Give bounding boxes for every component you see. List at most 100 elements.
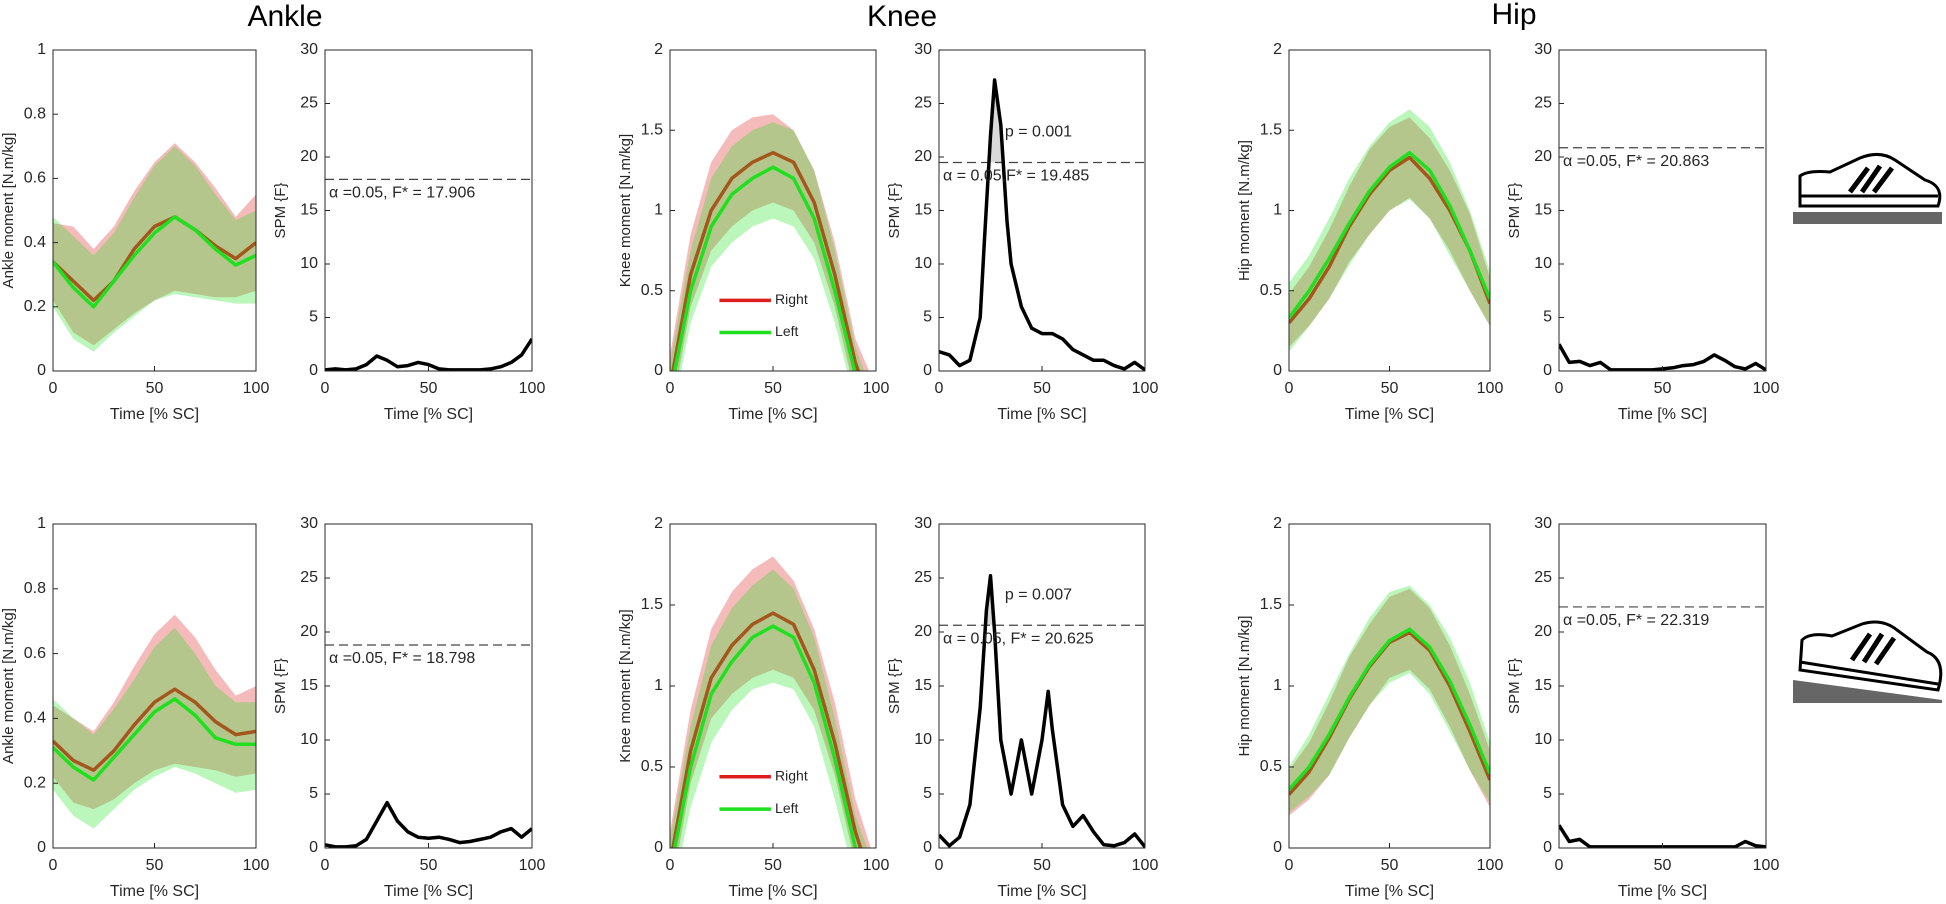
x-tick-label: 50 xyxy=(1654,380,1672,397)
x-tick-label: 0 xyxy=(321,857,330,874)
x-tick-label: 0 xyxy=(1285,857,1294,874)
y-tick-label: 0 xyxy=(923,362,932,379)
threshold-label: α =0.05, F* = 18.798 xyxy=(329,650,475,667)
mean-line xyxy=(671,611,863,848)
y-tick-label: 5 xyxy=(923,309,932,326)
y-axis-label: Ankle moment [N.m/kg] xyxy=(0,608,17,764)
y-tick-label: 0 xyxy=(309,362,318,379)
x-axis-label: Time [% SC] xyxy=(1618,883,1707,900)
x-axis-label: Time [% SC] xyxy=(110,406,199,423)
plot-area xyxy=(670,556,871,848)
suprathreshold-cluster xyxy=(1559,148,1766,370)
x-axis-label: Time [% SC] xyxy=(997,406,1086,423)
subplot: 0 0.5 1 1.5 2 0 50 100 Time [% SC] Knee moment [N… xyxy=(617,515,890,900)
legend-label: Right xyxy=(775,767,808,783)
mean-line xyxy=(325,800,532,848)
y-tick-label: 15 xyxy=(914,202,932,219)
y-tick-label: 0 xyxy=(37,839,46,856)
x-tick-label: 100 xyxy=(863,857,890,874)
mean-line xyxy=(672,624,858,848)
x-tick-label: 0 xyxy=(666,380,675,397)
y-tick-label: 0.8 xyxy=(24,105,46,122)
subplot: α =0.05, F* = 20.863 0 5 10 15 20 25 30 0 50 100 Ti… xyxy=(1506,41,1779,423)
y-tick-label: 15 xyxy=(300,677,318,694)
y-tick-label: 15 xyxy=(1534,202,1552,219)
column-title: Ankle xyxy=(247,0,322,33)
subplot: α =0.05, F* = 18.798 0 5 10 15 20 25 30 0 50 100 Ti… xyxy=(272,515,545,900)
plot-area xyxy=(1559,606,1766,848)
y-tick-label: 20 xyxy=(1534,623,1552,640)
y-tick-label: 15 xyxy=(300,202,318,219)
x-tick-label: 50 xyxy=(420,380,438,397)
mean-line xyxy=(939,78,1145,371)
x-tick-label: 100 xyxy=(1477,380,1504,397)
shoe-flat xyxy=(1793,153,1942,224)
mean-line xyxy=(671,150,861,371)
legend-label: Left xyxy=(775,323,798,339)
y-tick-label: 10 xyxy=(914,255,932,272)
y-tick-label: 2 xyxy=(654,41,663,58)
y-tick-label: 20 xyxy=(300,148,318,165)
y-tick-label: 5 xyxy=(309,309,318,326)
shoe-inclined xyxy=(1793,620,1943,703)
y-tick-label: 5 xyxy=(1543,309,1552,326)
y-tick-label: 0.5 xyxy=(641,758,663,775)
x-tick-label: 100 xyxy=(519,857,546,874)
x-tick-label: 0 xyxy=(1555,857,1564,874)
column-title: Hip xyxy=(1491,0,1536,31)
x-tick-label: 50 xyxy=(1033,857,1051,874)
x-tick-label: 100 xyxy=(1753,380,1780,397)
mean-line xyxy=(1289,627,1490,791)
sd-band xyxy=(53,146,256,352)
y-axis-label: SPM {F} xyxy=(886,183,903,239)
y-tick-label: 2 xyxy=(654,515,663,532)
subplot: 0 0.2 0.4 0.6 0.8 1 0 50 100 Time [% SC] Ankle mom… xyxy=(0,41,269,423)
plot-area xyxy=(325,178,532,371)
x-tick-label: 0 xyxy=(935,380,944,397)
mean-line xyxy=(53,687,256,772)
y-axis-label: SPM {F} xyxy=(1506,183,1523,239)
legend-label: Left xyxy=(775,800,798,816)
y-tick-label: 0.5 xyxy=(641,282,663,299)
column-title: Knee xyxy=(867,0,937,33)
y-tick-label: 1 xyxy=(1273,202,1282,219)
mean-line xyxy=(53,697,256,782)
y-tick-label: 0.5 xyxy=(1260,758,1282,775)
y-tick-label: 0.4 xyxy=(24,710,46,727)
y-tick-label: 5 xyxy=(923,785,932,802)
subplot: α = 0.05, F* = 20.625 p = 0.007 0 5 10 15 20 25… xyxy=(886,515,1158,900)
y-tick-label: 15 xyxy=(1534,677,1552,694)
y-tick-label: 25 xyxy=(914,569,932,586)
y-tick-label: 0.2 xyxy=(24,298,46,315)
sd-band xyxy=(1289,117,1490,347)
x-tick-label: 0 xyxy=(935,857,944,874)
y-tick-label: 1 xyxy=(37,41,46,58)
x-tick-label: 50 xyxy=(1654,857,1672,874)
subplot: α =0.05, F* = 22.319 0 5 10 15 20 25 30 0 50 100 Ti… xyxy=(1506,515,1779,900)
y-axis-label: SPM {F} xyxy=(1506,658,1523,714)
plot-area xyxy=(1289,585,1490,816)
y-tick-label: 10 xyxy=(300,731,318,748)
suprathreshold-cluster xyxy=(1559,607,1766,847)
y-tick-label: 1 xyxy=(37,515,46,532)
y-tick-label: 30 xyxy=(300,515,318,532)
y-tick-label: 30 xyxy=(914,41,932,58)
x-axis-label: Time [% SC] xyxy=(1345,406,1434,423)
sd-band xyxy=(53,627,256,829)
x-tick-label: 100 xyxy=(243,857,270,874)
y-tick-label: 0.2 xyxy=(24,774,46,791)
y-tick-label: 15 xyxy=(914,677,932,694)
sd-band xyxy=(670,122,865,371)
y-tick-label: 20 xyxy=(914,148,932,165)
plot-area xyxy=(939,574,1145,848)
y-tick-label: 30 xyxy=(1534,515,1552,532)
y-tick-label: 0 xyxy=(654,839,663,856)
mean-line xyxy=(1289,150,1490,320)
y-tick-label: 30 xyxy=(914,515,932,532)
x-tick-label: 0 xyxy=(1555,380,1564,397)
y-tick-label: 1.5 xyxy=(1260,596,1282,613)
y-tick-label: 0.6 xyxy=(24,645,46,662)
y-tick-label: 25 xyxy=(1534,569,1552,586)
x-tick-label: 50 xyxy=(146,380,164,397)
